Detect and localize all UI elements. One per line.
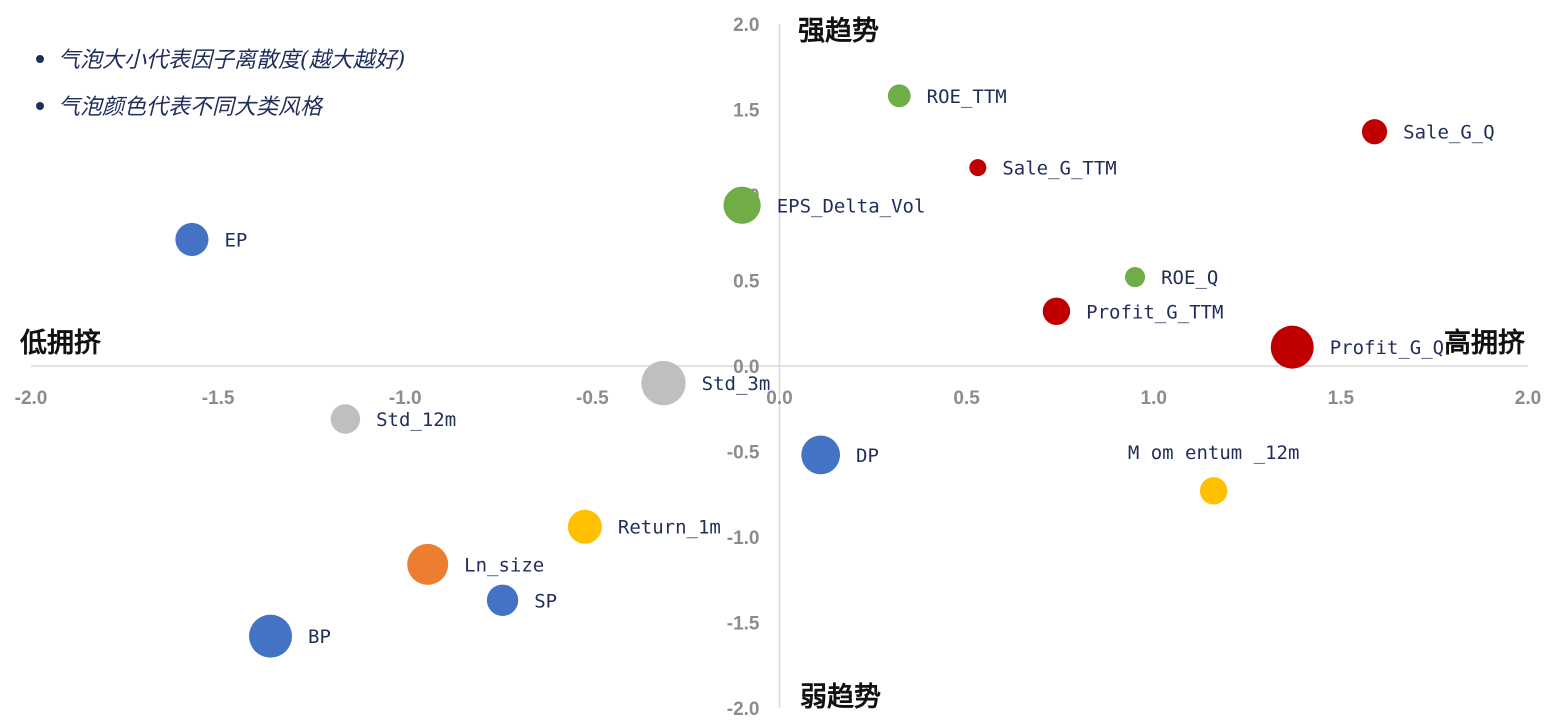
bubble-label: EP [224,229,247,251]
bubble-label: DP [856,445,879,467]
bubble-label: ROE_TTM [927,86,1007,108]
bullet-icon [36,102,44,110]
bubble-point [723,186,761,224]
bubble-point [801,435,841,475]
bubble-label: Return_1m [618,517,721,539]
bubble-point [330,404,361,434]
x-tick-label: 1.0 [1141,388,1167,409]
bubble-label: Ln_size [464,554,544,576]
bubble-label: Profit_G_TTM [1086,301,1223,323]
bubble-label: Std_3m [702,373,771,395]
bubble-label: Std_12m [376,409,456,431]
axis-ticks: -2.0-1.5-1.0-0.50.00.51.01.52.02.01.51.0… [15,15,1542,720]
bullet-icon [36,55,44,63]
bubble-label: EPS_Delta_Vol [777,195,926,217]
bubble-label: M om entum _12m [1128,442,1300,464]
bubble-label: BP [308,626,331,648]
quadrant-label-left: 低拥挤 [19,328,102,359]
x-tick-label: 2.0 [1515,388,1541,409]
bubble-point [567,509,602,544]
bubble-label: Sale_G_TTM [1002,158,1116,180]
y-tick-label: 2.0 [733,15,759,36]
bubble-label: ROE_Q [1161,267,1218,289]
note-bubble-size-text: 气泡大小代表因子离散度(越大越好) [58,48,406,73]
y-tick-label: -0.5 [727,443,760,464]
bubble-label: Profit_G_Q [1330,337,1444,359]
bubble-labels: ROE_TTM Sale_G_Q Sale_G_TTM EPS_Delta_Vol EP… [224,86,1494,648]
x-tick-label: -1.5 [202,388,235,409]
bubble-point [887,84,911,108]
bubble-point [1199,477,1228,505]
quadrant-label-top: 强趋势 [798,16,879,47]
bubble-point [969,159,987,177]
x-tick-label: -1.0 [389,388,422,409]
y-tick-label: 0.0 [733,357,759,378]
bubble-point [641,360,686,406]
x-tick-label: 0.0 [766,388,792,409]
y-tick-label: 0.5 [733,272,760,293]
y-tick-label: 1.5 [733,101,760,122]
note-bubble-color: 气泡颜色代表不同大类风格 [36,91,405,138]
x-tick-label: 0.5 [953,388,980,409]
y-tick-label: -1.5 [727,614,760,635]
legend-notes: 气泡大小代表因子离散度(越大越好) 气泡颜色代表不同大类风格 [36,44,405,138]
bubble-point [1270,325,1314,369]
bubble-point [1361,119,1388,145]
x-tick-label: -0.5 [576,388,609,409]
bubble-point [407,543,449,585]
bubble-label: SP [534,590,557,612]
bubble-point [1042,297,1071,325]
y-tick-label: -1.0 [727,528,760,549]
quadrant-label-bottom: 弱趋势 [800,682,881,713]
x-tick-label: 1.5 [1328,388,1355,409]
note-bubble-color-text: 气泡颜色代表不同大类风格 [58,95,323,120]
y-tick-label: -2.0 [727,699,760,720]
x-tick-label: -2.0 [15,388,48,409]
bubbles [175,84,1388,658]
bubble-point [486,584,519,616]
bubble-label: Sale_G_Q [1403,122,1495,144]
bubble-point [249,614,293,658]
note-bubble-size: 气泡大小代表因子离散度(越大越好) [36,44,405,91]
bubble-point [1124,267,1146,288]
quadrant-label-right: 高拥挤 [1444,327,1526,359]
bubble-point [175,222,209,257]
